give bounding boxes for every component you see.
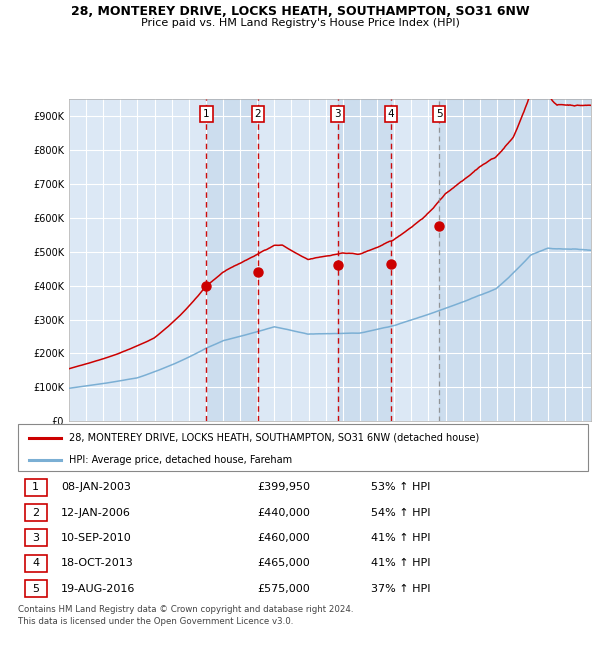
Text: £440,000: £440,000 [257, 508, 310, 517]
Text: 54% ↑ HPI: 54% ↑ HPI [371, 508, 431, 517]
Text: £575,000: £575,000 [257, 584, 310, 593]
Text: 12-JAN-2006: 12-JAN-2006 [61, 508, 131, 517]
Text: 2: 2 [254, 109, 261, 119]
Text: 28, MONTEREY DRIVE, LOCKS HEATH, SOUTHAMPTON, SO31 6NW: 28, MONTEREY DRIVE, LOCKS HEATH, SOUTHAM… [71, 5, 529, 18]
Text: Price paid vs. HM Land Registry's House Price Index (HPI): Price paid vs. HM Land Registry's House … [140, 18, 460, 28]
FancyBboxPatch shape [18, 424, 588, 471]
Text: £460,000: £460,000 [257, 533, 310, 543]
Text: 4: 4 [32, 558, 39, 568]
Text: 37% ↑ HPI: 37% ↑ HPI [371, 584, 431, 593]
Bar [206, 99, 258, 421]
FancyBboxPatch shape [25, 504, 47, 521]
Text: 1: 1 [32, 482, 39, 492]
Text: 1: 1 [203, 109, 210, 119]
Text: 10-SEP-2010: 10-SEP-2010 [61, 533, 131, 543]
Text: This data is licensed under the Open Government Licence v3.0.: This data is licensed under the Open Gov… [18, 618, 293, 627]
Text: 19-AUG-2016: 19-AUG-2016 [61, 584, 135, 593]
FancyBboxPatch shape [25, 554, 47, 572]
Text: 4: 4 [388, 109, 394, 119]
FancyBboxPatch shape [25, 478, 47, 496]
Bar [338, 99, 391, 421]
Text: 2: 2 [32, 508, 39, 517]
Text: 5: 5 [436, 109, 443, 119]
Text: Contains HM Land Registry data © Crown copyright and database right 2024.: Contains HM Land Registry data © Crown c… [18, 604, 353, 614]
Text: 41% ↑ HPI: 41% ↑ HPI [371, 533, 431, 543]
Text: 28, MONTEREY DRIVE, LOCKS HEATH, SOUTHAMPTON, SO31 6NW (detached house): 28, MONTEREY DRIVE, LOCKS HEATH, SOUTHAM… [70, 432, 479, 443]
Text: 3: 3 [32, 533, 39, 543]
Bar [439, 99, 591, 421]
Text: HPI: Average price, detached house, Fareham: HPI: Average price, detached house, Fare… [70, 454, 292, 465]
Text: 08-JAN-2003: 08-JAN-2003 [61, 482, 131, 492]
Text: £399,950: £399,950 [257, 482, 310, 492]
FancyBboxPatch shape [25, 529, 47, 547]
Text: 3: 3 [334, 109, 341, 119]
Text: £465,000: £465,000 [257, 558, 310, 568]
FancyBboxPatch shape [25, 580, 47, 597]
Text: 41% ↑ HPI: 41% ↑ HPI [371, 558, 431, 568]
Text: 18-OCT-2013: 18-OCT-2013 [61, 558, 133, 568]
Text: 5: 5 [32, 584, 39, 593]
Text: 53% ↑ HPI: 53% ↑ HPI [371, 482, 431, 492]
